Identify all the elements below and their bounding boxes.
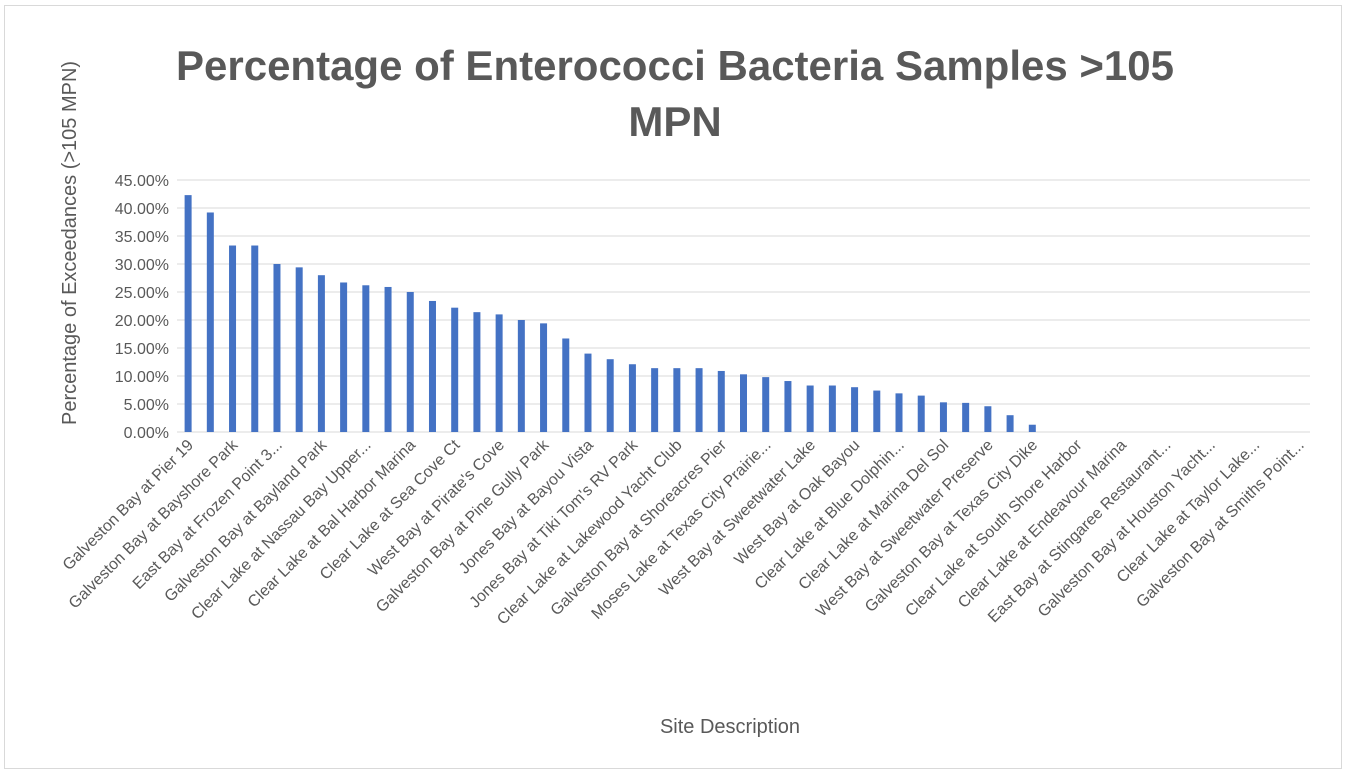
bar <box>384 286 392 432</box>
bar <box>1028 424 1036 432</box>
bar <box>828 385 836 432</box>
bar <box>473 312 481 432</box>
bar <box>784 381 792 432</box>
y-tick-label: 5.00% <box>124 397 169 414</box>
x-tick-label: Galveston Bay at Bayland Park <box>162 436 331 605</box>
bar <box>762 377 770 432</box>
bar <box>206 212 214 432</box>
bar <box>873 390 881 432</box>
bar <box>628 364 636 432</box>
bar <box>717 370 725 432</box>
bar <box>495 314 503 432</box>
y-tick-label: 45.00% <box>115 173 169 190</box>
bar <box>428 300 436 432</box>
bar <box>917 395 925 432</box>
bar <box>251 245 259 432</box>
bar <box>806 385 814 432</box>
x-axis-label: Site Description <box>660 716 800 738</box>
y-tick-label: 40.00% <box>115 201 169 218</box>
bar <box>939 402 947 432</box>
bar <box>651 368 659 432</box>
bar <box>584 353 592 432</box>
bar <box>562 338 570 432</box>
bar <box>740 374 747 432</box>
y-tick-label: 10.00% <box>115 369 169 386</box>
bar <box>606 359 614 432</box>
y-tick-label: 35.00% <box>115 229 169 246</box>
bar <box>340 282 348 432</box>
y-tick-label: 20.00% <box>115 313 169 330</box>
y-axis-label: Percentage of Exceedances (>105 MPN) <box>59 61 81 425</box>
chart-frame <box>4 5 1342 769</box>
bar <box>673 368 681 432</box>
bar <box>540 323 548 432</box>
bar <box>451 307 459 432</box>
bar <box>273 264 281 432</box>
y-tick-label: 0.00% <box>124 425 169 442</box>
y-tick-label: 25.00% <box>115 285 169 302</box>
bar <box>984 406 992 432</box>
bar <box>895 393 903 432</box>
y-tick-label: 15.00% <box>115 341 169 358</box>
bar <box>1006 415 1014 432</box>
bar <box>184 195 192 432</box>
bar <box>229 245 237 432</box>
bar <box>962 402 970 432</box>
chart-title: Percentage of Enterococci Bacteria Sampl… <box>176 42 1174 145</box>
bar <box>695 368 703 432</box>
bar <box>295 267 303 432</box>
bar <box>406 292 414 432</box>
bar <box>362 285 370 432</box>
bar <box>517 320 525 432</box>
bar <box>851 387 859 432</box>
bar <box>317 275 325 432</box>
y-tick-label: 30.00% <box>115 257 169 274</box>
